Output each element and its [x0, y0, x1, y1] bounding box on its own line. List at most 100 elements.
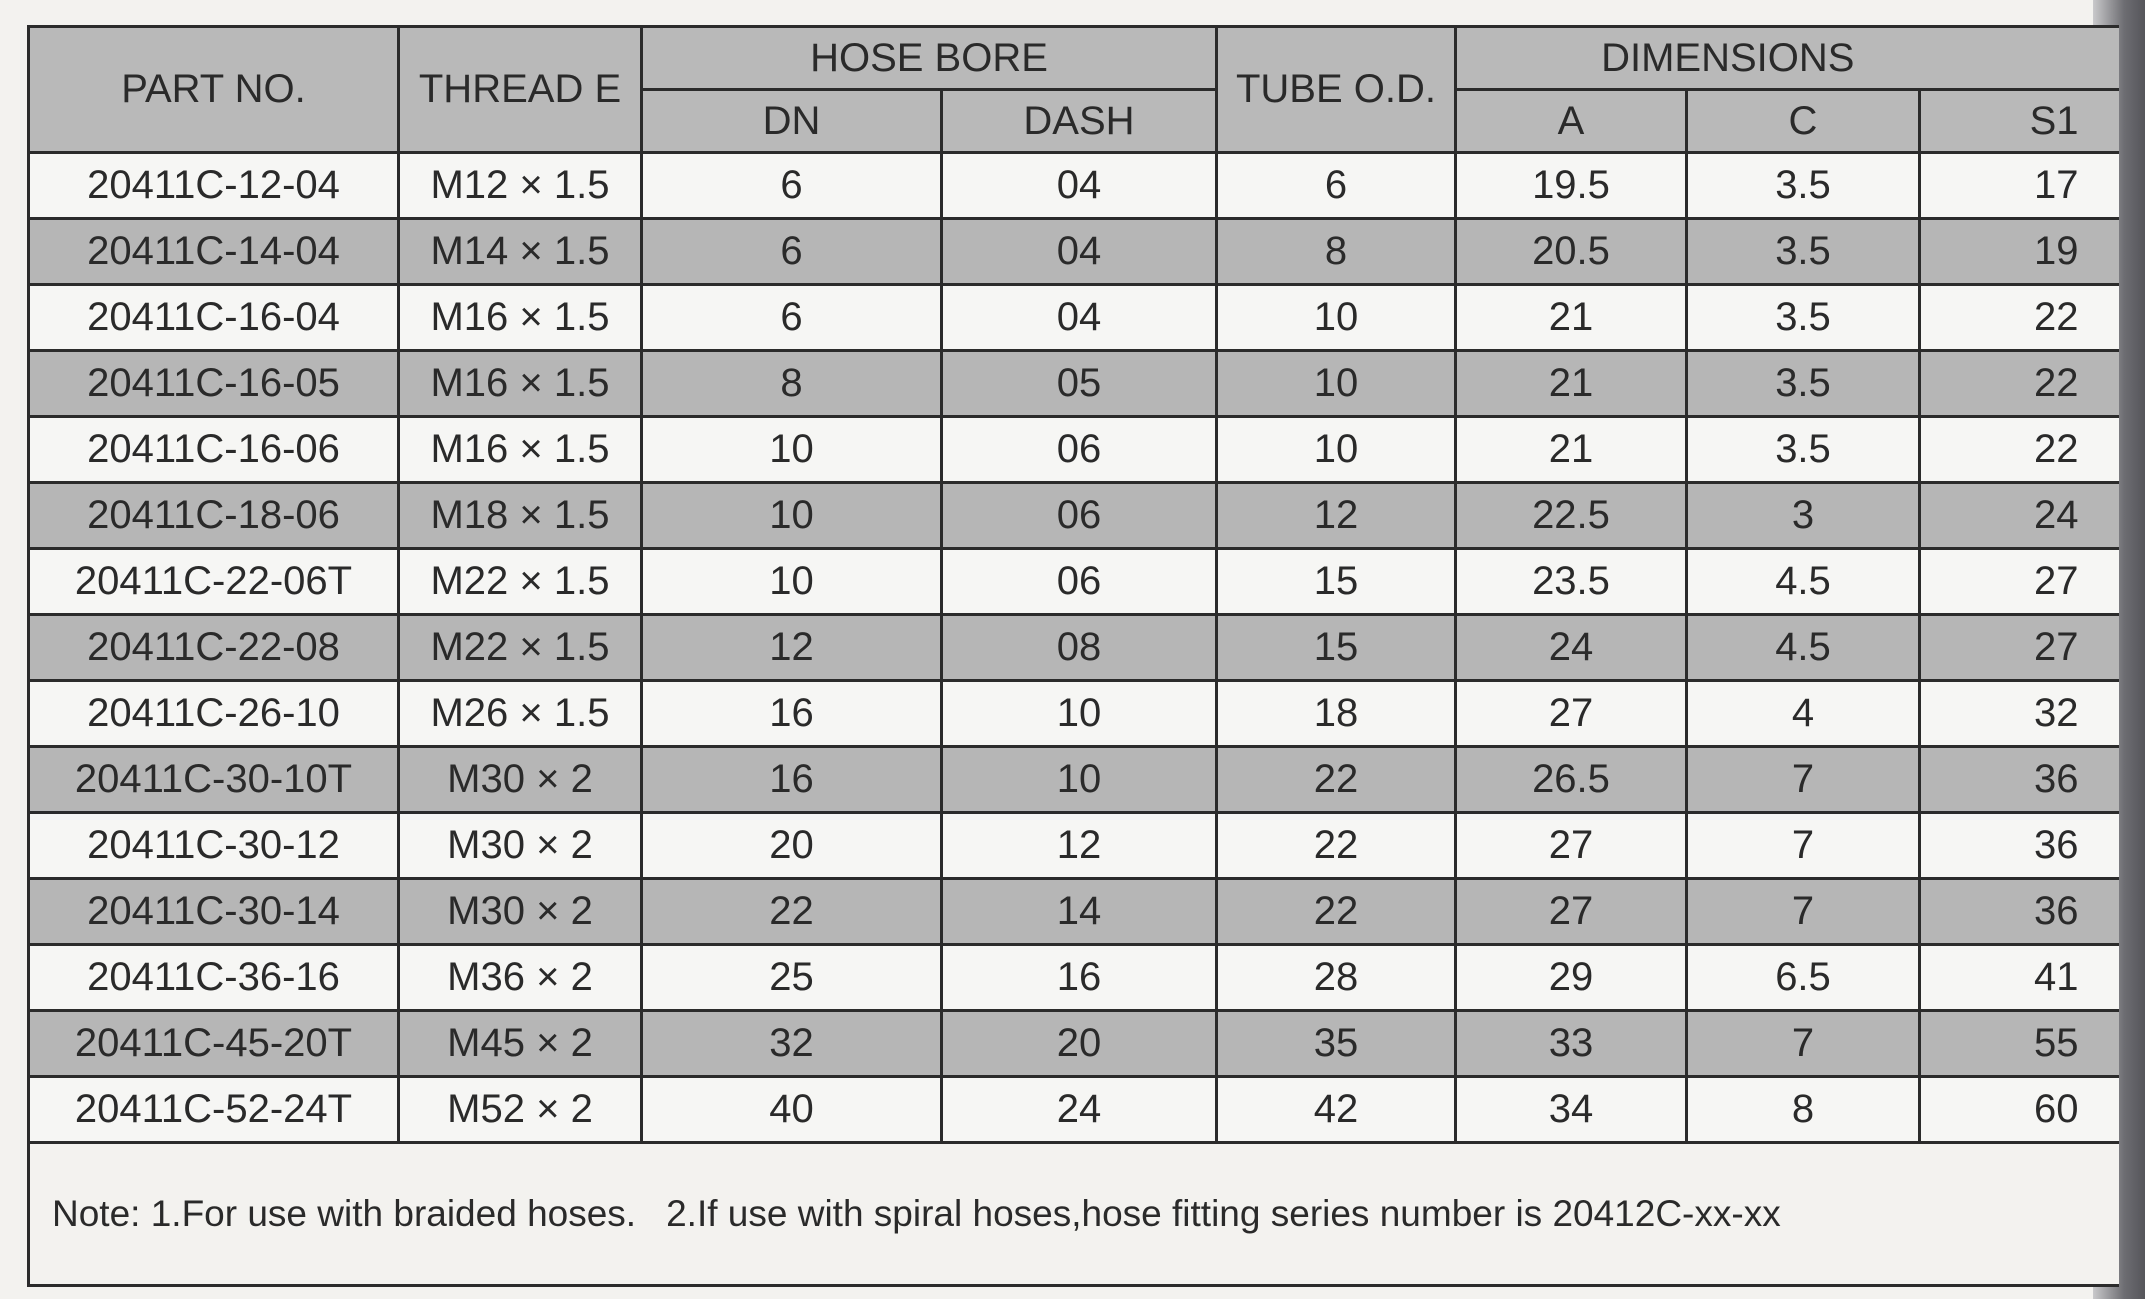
cell-dim-c: 7: [1685, 745, 1921, 814]
cell-dash: 12: [940, 811, 1218, 880]
cell-dash: 14: [940, 877, 1218, 946]
cell-dim-s1: 41: [1918, 943, 2119, 1012]
cell-part-no: 20411C-14-04: [27, 217, 400, 286]
cell-tube-od: 42: [1215, 1075, 1457, 1144]
cell-dim-a: 19.5: [1454, 151, 1688, 220]
header-part-no: PART NO.: [27, 25, 400, 154]
cell-dn: 22: [640, 877, 943, 946]
cell-dim-a: 20.5: [1454, 217, 1688, 286]
cell-tube-od: 35: [1215, 1009, 1457, 1078]
cell-dash: 08: [940, 613, 1218, 682]
cell-dim-s1: 22: [1918, 415, 2119, 484]
cell-tube-od: 15: [1215, 613, 1457, 682]
cell-dim-c: 3.5: [1685, 151, 1921, 220]
cell-dash: 10: [940, 745, 1218, 814]
table-row: 20411C-30-12 M30 × 2 20 12 22 27 7 36: [27, 811, 2119, 880]
cell-dim-a: 29: [1454, 943, 1688, 1012]
table-row: 20411C-30-10T M30 × 2 16 10 22 26.5 7 36: [27, 745, 2119, 814]
cell-dim-a: 34: [1454, 1075, 1688, 1144]
cell-dn: 16: [640, 679, 943, 748]
cell-part-no: 20411C-26-10: [27, 679, 400, 748]
cell-dim-c: 7: [1685, 877, 1921, 946]
header-dn: DN: [640, 88, 943, 154]
cell-dim-a: 21: [1454, 415, 1688, 484]
cell-part-no: 20411C-52-24T: [27, 1075, 400, 1144]
table-row: 20411C-16-06 M16 × 1.5 10 06 10 21 3.5 22: [27, 415, 2119, 484]
cell-dash: 06: [940, 547, 1218, 616]
header-s1: S1: [1918, 88, 2119, 154]
cell-dim-c: 3.5: [1685, 349, 1921, 418]
header-a: A: [1454, 88, 1688, 154]
cell-dash: 06: [940, 481, 1218, 550]
cell-dim-s1: 36: [1918, 811, 2119, 880]
table-row: 20411C-14-04 M14 × 1.5 6 04 8 20.5 3.5 19: [27, 217, 2119, 286]
cell-dn: 6: [640, 151, 943, 220]
cell-dim-c: 4: [1685, 679, 1921, 748]
header-dimensions: DIMENSIONS: [1454, 25, 2119, 91]
cell-dim-a: 21: [1454, 283, 1688, 352]
cell-thread: M16 × 1.5: [397, 415, 643, 484]
cell-dn: 20: [640, 811, 943, 880]
cell-dash: 04: [940, 217, 1218, 286]
header-thread: THREAD E: [397, 25, 643, 154]
cell-dim-c: 8: [1685, 1075, 1921, 1144]
cell-thread: M16 × 1.5: [397, 283, 643, 352]
cell-dim-s1: 36: [1918, 877, 2119, 946]
cell-part-no: 20411C-30-12: [27, 811, 400, 880]
table-row: 20411C-30-14 M30 × 2 22 14 22 27 7 36: [27, 877, 2119, 946]
header-c: C: [1685, 88, 1921, 154]
cell-dim-s1: 19: [1918, 217, 2119, 286]
cell-dash: 05: [940, 349, 1218, 418]
cell-dim-a: 22.5: [1454, 481, 1688, 550]
cell-tube-od: 22: [1215, 745, 1457, 814]
cell-thread: M18 × 1.5: [397, 481, 643, 550]
cell-dim-a: 27: [1454, 811, 1688, 880]
cell-dn: 10: [640, 547, 943, 616]
cell-dn: 10: [640, 415, 943, 484]
cell-part-no: 20411C-12-04: [27, 151, 400, 220]
cell-part-no: 20411C-16-04: [27, 283, 400, 352]
cell-dim-c: 7: [1685, 811, 1921, 880]
cell-dn: 8: [640, 349, 943, 418]
cell-part-no: 20411C-22-06T: [27, 547, 400, 616]
cell-dash: 20: [940, 1009, 1218, 1078]
cell-dn: 32: [640, 1009, 943, 1078]
cell-tube-od: 8: [1215, 217, 1457, 286]
cell-thread: M30 × 2: [397, 745, 643, 814]
header-hose-bore: HOSE BORE: [640, 25, 1218, 91]
cell-dim-c: 3.5: [1685, 415, 1921, 484]
cell-part-no: 20411C-30-10T: [27, 745, 400, 814]
cell-part-no: 20411C-16-06: [27, 415, 400, 484]
cell-dn: 6: [640, 283, 943, 352]
cell-dim-s1: 22: [1918, 283, 2119, 352]
cell-dim-s1: 27: [1918, 547, 2119, 616]
cell-part-no: 20411C-30-14: [27, 877, 400, 946]
cell-thread: M52 × 2: [397, 1075, 643, 1144]
cell-thread: M22 × 1.5: [397, 547, 643, 616]
table-row: 20411C-52-24T M52 × 2 40 24 42 34 8 60: [27, 1075, 2119, 1144]
table-row: 20411C-12-04 M12 × 1.5 6 04 6 19.5 3.5 17: [27, 151, 2119, 220]
cell-tube-od: 10: [1215, 349, 1457, 418]
cell-dash: 24: [940, 1075, 1218, 1144]
table-row: 20411C-16-04 M16 × 1.5 6 04 10 21 3.5 22: [27, 283, 2119, 352]
cell-dn: 6: [640, 217, 943, 286]
cell-part-no: 20411C-16-05: [27, 349, 400, 418]
cell-thread: M30 × 2: [397, 811, 643, 880]
cell-dash: 06: [940, 415, 1218, 484]
cell-dim-s1: 24: [1918, 481, 2119, 550]
cell-dim-s1: 17: [1918, 151, 2119, 220]
cell-dim-s1: 32: [1918, 679, 2119, 748]
cell-tube-od: 28: [1215, 943, 1457, 1012]
cell-dn: 10: [640, 481, 943, 550]
table-row: 20411C-36-16 M36 × 2 25 16 28 29 6.5 41: [27, 943, 2119, 1012]
cell-dn: 16: [640, 745, 943, 814]
cell-dn: 40: [640, 1075, 943, 1144]
cell-dash: 04: [940, 283, 1218, 352]
cell-dim-a: 33: [1454, 1009, 1688, 1078]
cell-tube-od: 18: [1215, 679, 1457, 748]
cell-dim-c: 4.5: [1685, 613, 1921, 682]
table-row: 20411C-18-06 M18 × 1.5 10 06 12 22.5 3 24: [27, 481, 2119, 550]
cell-dash: 04: [940, 151, 1218, 220]
cell-dim-a: 24: [1454, 613, 1688, 682]
cell-dim-c: 3: [1685, 481, 1921, 550]
